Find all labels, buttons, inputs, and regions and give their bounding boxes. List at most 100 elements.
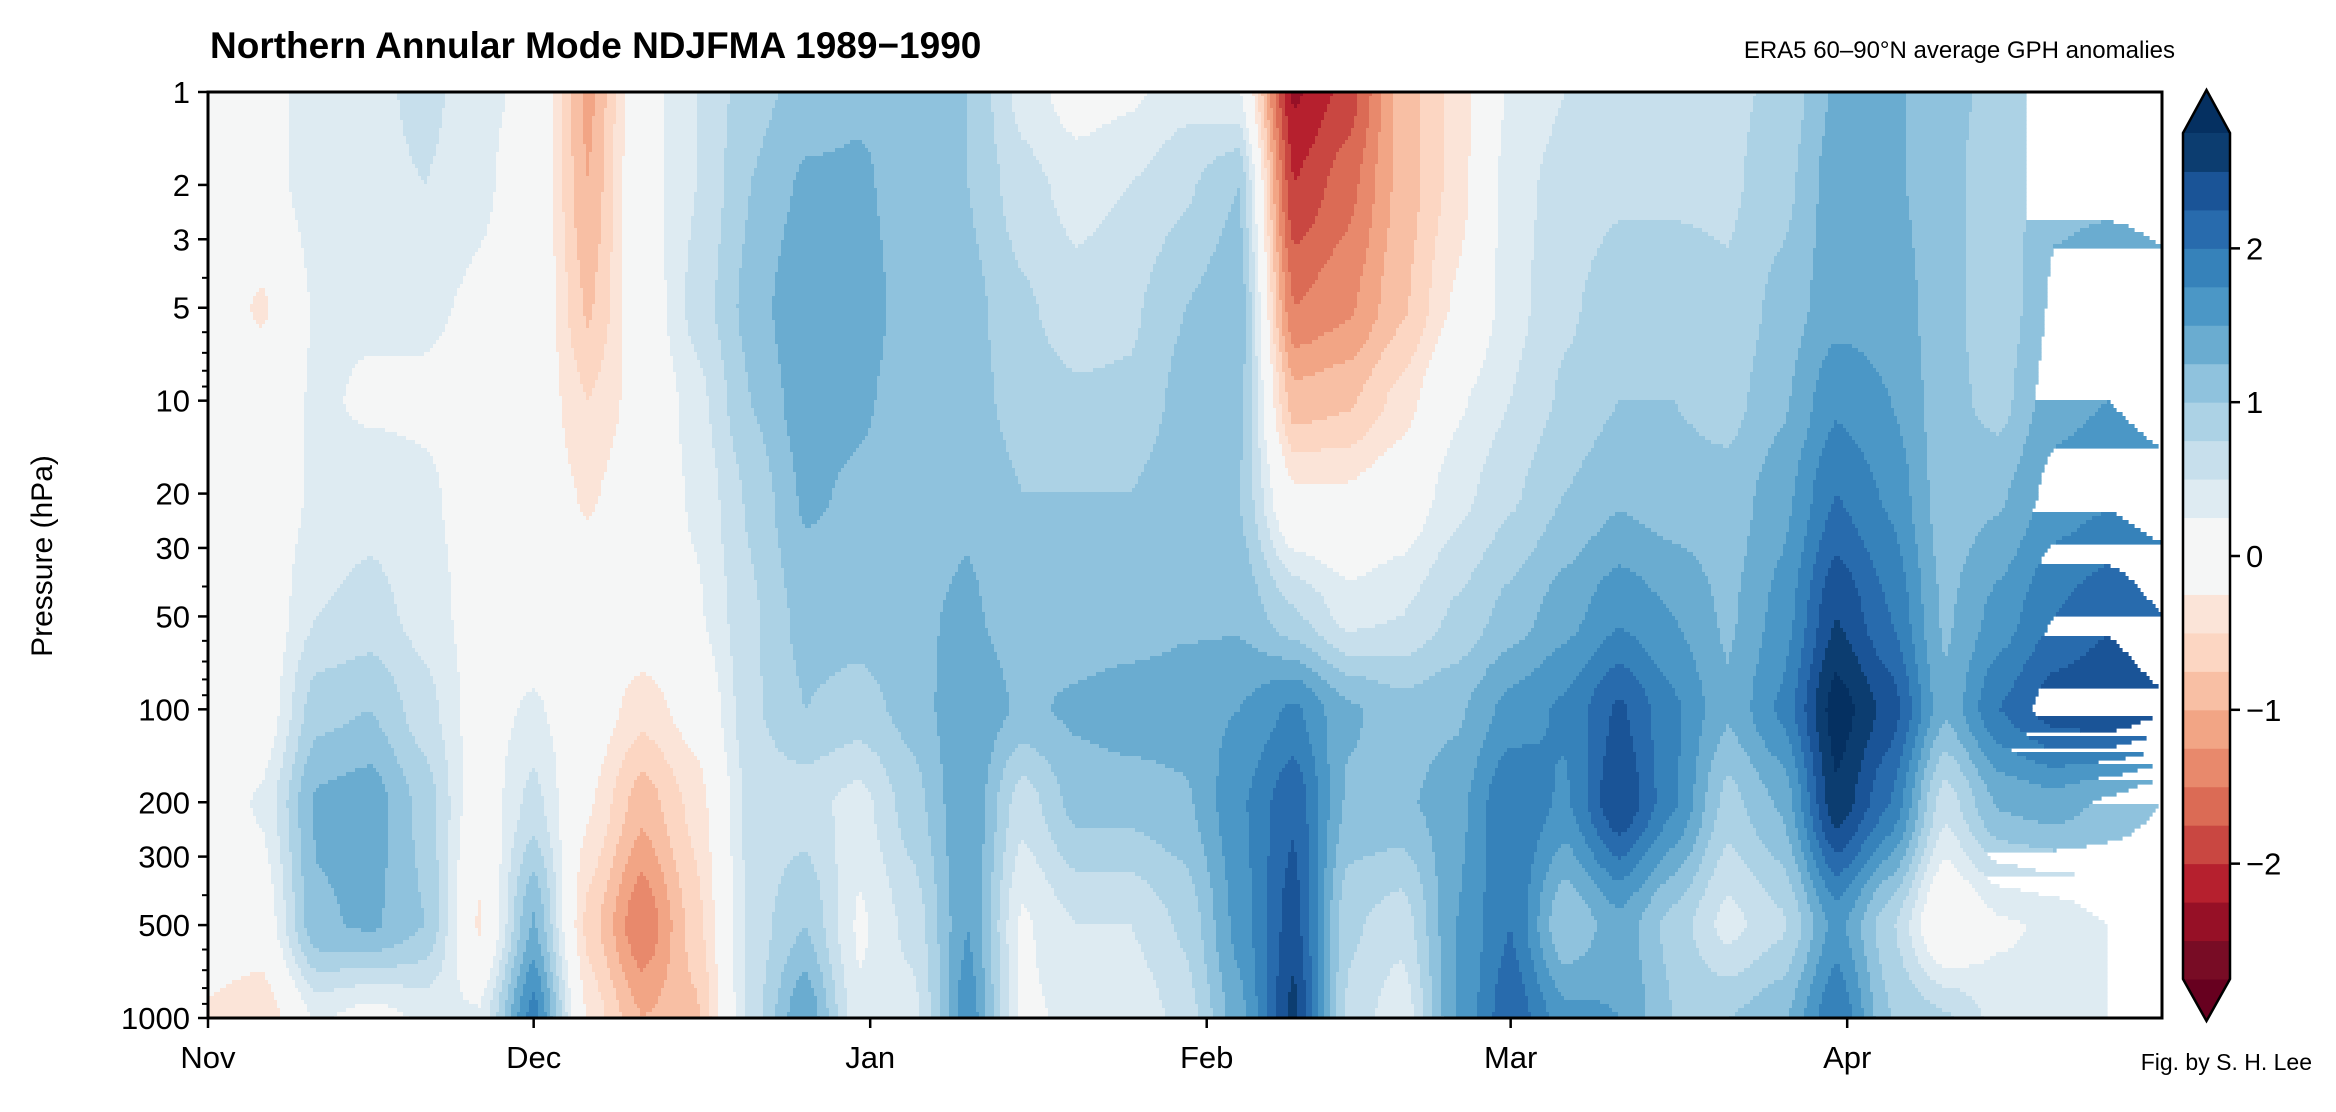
contour-band (553, 148, 563, 153)
contour-band (1435, 492, 1478, 497)
contour-band (664, 116, 698, 121)
contour-band (1264, 204, 1268, 209)
contour-band (1921, 340, 1967, 345)
contour-band (595, 504, 644, 509)
contour-band (1804, 444, 1826, 449)
contour-band (541, 276, 557, 281)
contour-band (1528, 316, 1580, 321)
contour-band (1522, 496, 1562, 501)
contour-band (1141, 172, 1202, 177)
contour-band (208, 520, 302, 525)
contour-band (727, 144, 764, 149)
contour-band (601, 220, 614, 225)
contour-band (613, 436, 653, 441)
contour-band (766, 132, 968, 137)
contour-band (1486, 124, 1502, 129)
contour-band (541, 252, 554, 257)
contour-band (1264, 436, 1274, 441)
contour-band (1267, 360, 1271, 365)
contour-band (1024, 272, 1151, 277)
contour-band (748, 200, 791, 205)
contour-band (1468, 160, 1484, 165)
contour-band (1390, 216, 1418, 221)
contour-band (721, 348, 743, 353)
contour-band (856, 448, 1007, 453)
contour-band (466, 268, 542, 273)
contour-band (1456, 276, 1478, 281)
contour-band (982, 268, 1022, 273)
contour-band (1966, 188, 2027, 193)
contour-band (1795, 176, 1820, 181)
contour-band (1909, 484, 1931, 489)
contour-band (1117, 200, 1193, 205)
contour-band (1285, 508, 1388, 513)
contour-band (1561, 360, 1754, 365)
contour-band (1438, 480, 1481, 485)
contour-band (598, 260, 611, 265)
contour-band (1357, 192, 1376, 197)
contour-band (742, 260, 779, 265)
contour-band (613, 128, 626, 133)
contour-band (982, 264, 1019, 269)
contour-band (613, 148, 626, 153)
contour-band (1498, 220, 1535, 225)
contour-band (2014, 384, 2036, 389)
contour-band (1420, 176, 1445, 181)
contour-band (586, 156, 590, 161)
contour-band (1258, 432, 1265, 437)
contour-band (1807, 428, 1832, 433)
contour-band (583, 304, 593, 309)
contour-band (610, 300, 623, 305)
contour-band (1465, 232, 1481, 237)
contour-band (1381, 96, 1394, 101)
contour-band (1258, 176, 1262, 181)
contour-band (772, 308, 887, 313)
contour-band (1258, 276, 1265, 281)
contour-band (1573, 480, 1757, 485)
contour-band (583, 136, 593, 141)
contour-band (1099, 224, 1175, 229)
contour-band (1258, 532, 1271, 537)
contour-band (445, 96, 506, 101)
contour-band (1528, 472, 1577, 477)
contour-band (703, 368, 725, 373)
contour-band (1252, 448, 1262, 453)
contour-band (745, 524, 776, 529)
contour-band (1807, 436, 1829, 441)
contour-band (1171, 364, 1244, 369)
contour-band (1240, 512, 1256, 517)
contour-band (577, 368, 602, 373)
contour-band (826, 508, 1241, 513)
contour-band (208, 352, 284, 357)
contour-band (1156, 436, 1244, 441)
contour-band (1768, 452, 1802, 457)
contour-band (601, 224, 614, 229)
contour-band (571, 332, 608, 337)
contour-band (2005, 424, 2030, 429)
contour-band (571, 336, 608, 341)
contour-band (742, 480, 773, 485)
contour-band (247, 224, 269, 229)
contour-band (1252, 444, 1259, 449)
contour-band (1312, 340, 1367, 345)
contour-band (2023, 452, 2051, 457)
contour-band (1753, 516, 1790, 521)
contour-band (1273, 124, 1277, 129)
contour-band (1258, 440, 1268, 445)
contour-band (1225, 152, 1241, 157)
contour-band (1498, 164, 1541, 169)
contour-band (289, 100, 401, 105)
contour-band (811, 524, 1244, 529)
contour-band (1276, 272, 1280, 277)
contour-band (1531, 308, 1583, 313)
contour-band (622, 288, 641, 293)
contour-band (1021, 484, 1136, 489)
contour-band (613, 248, 623, 253)
contour-band (1255, 112, 1262, 117)
contour-band (1252, 180, 1256, 185)
contour-band (583, 308, 593, 313)
contour-band (1276, 352, 1283, 357)
contour-band (601, 216, 614, 221)
contour-band (1246, 140, 1250, 145)
contour-band (685, 304, 716, 309)
